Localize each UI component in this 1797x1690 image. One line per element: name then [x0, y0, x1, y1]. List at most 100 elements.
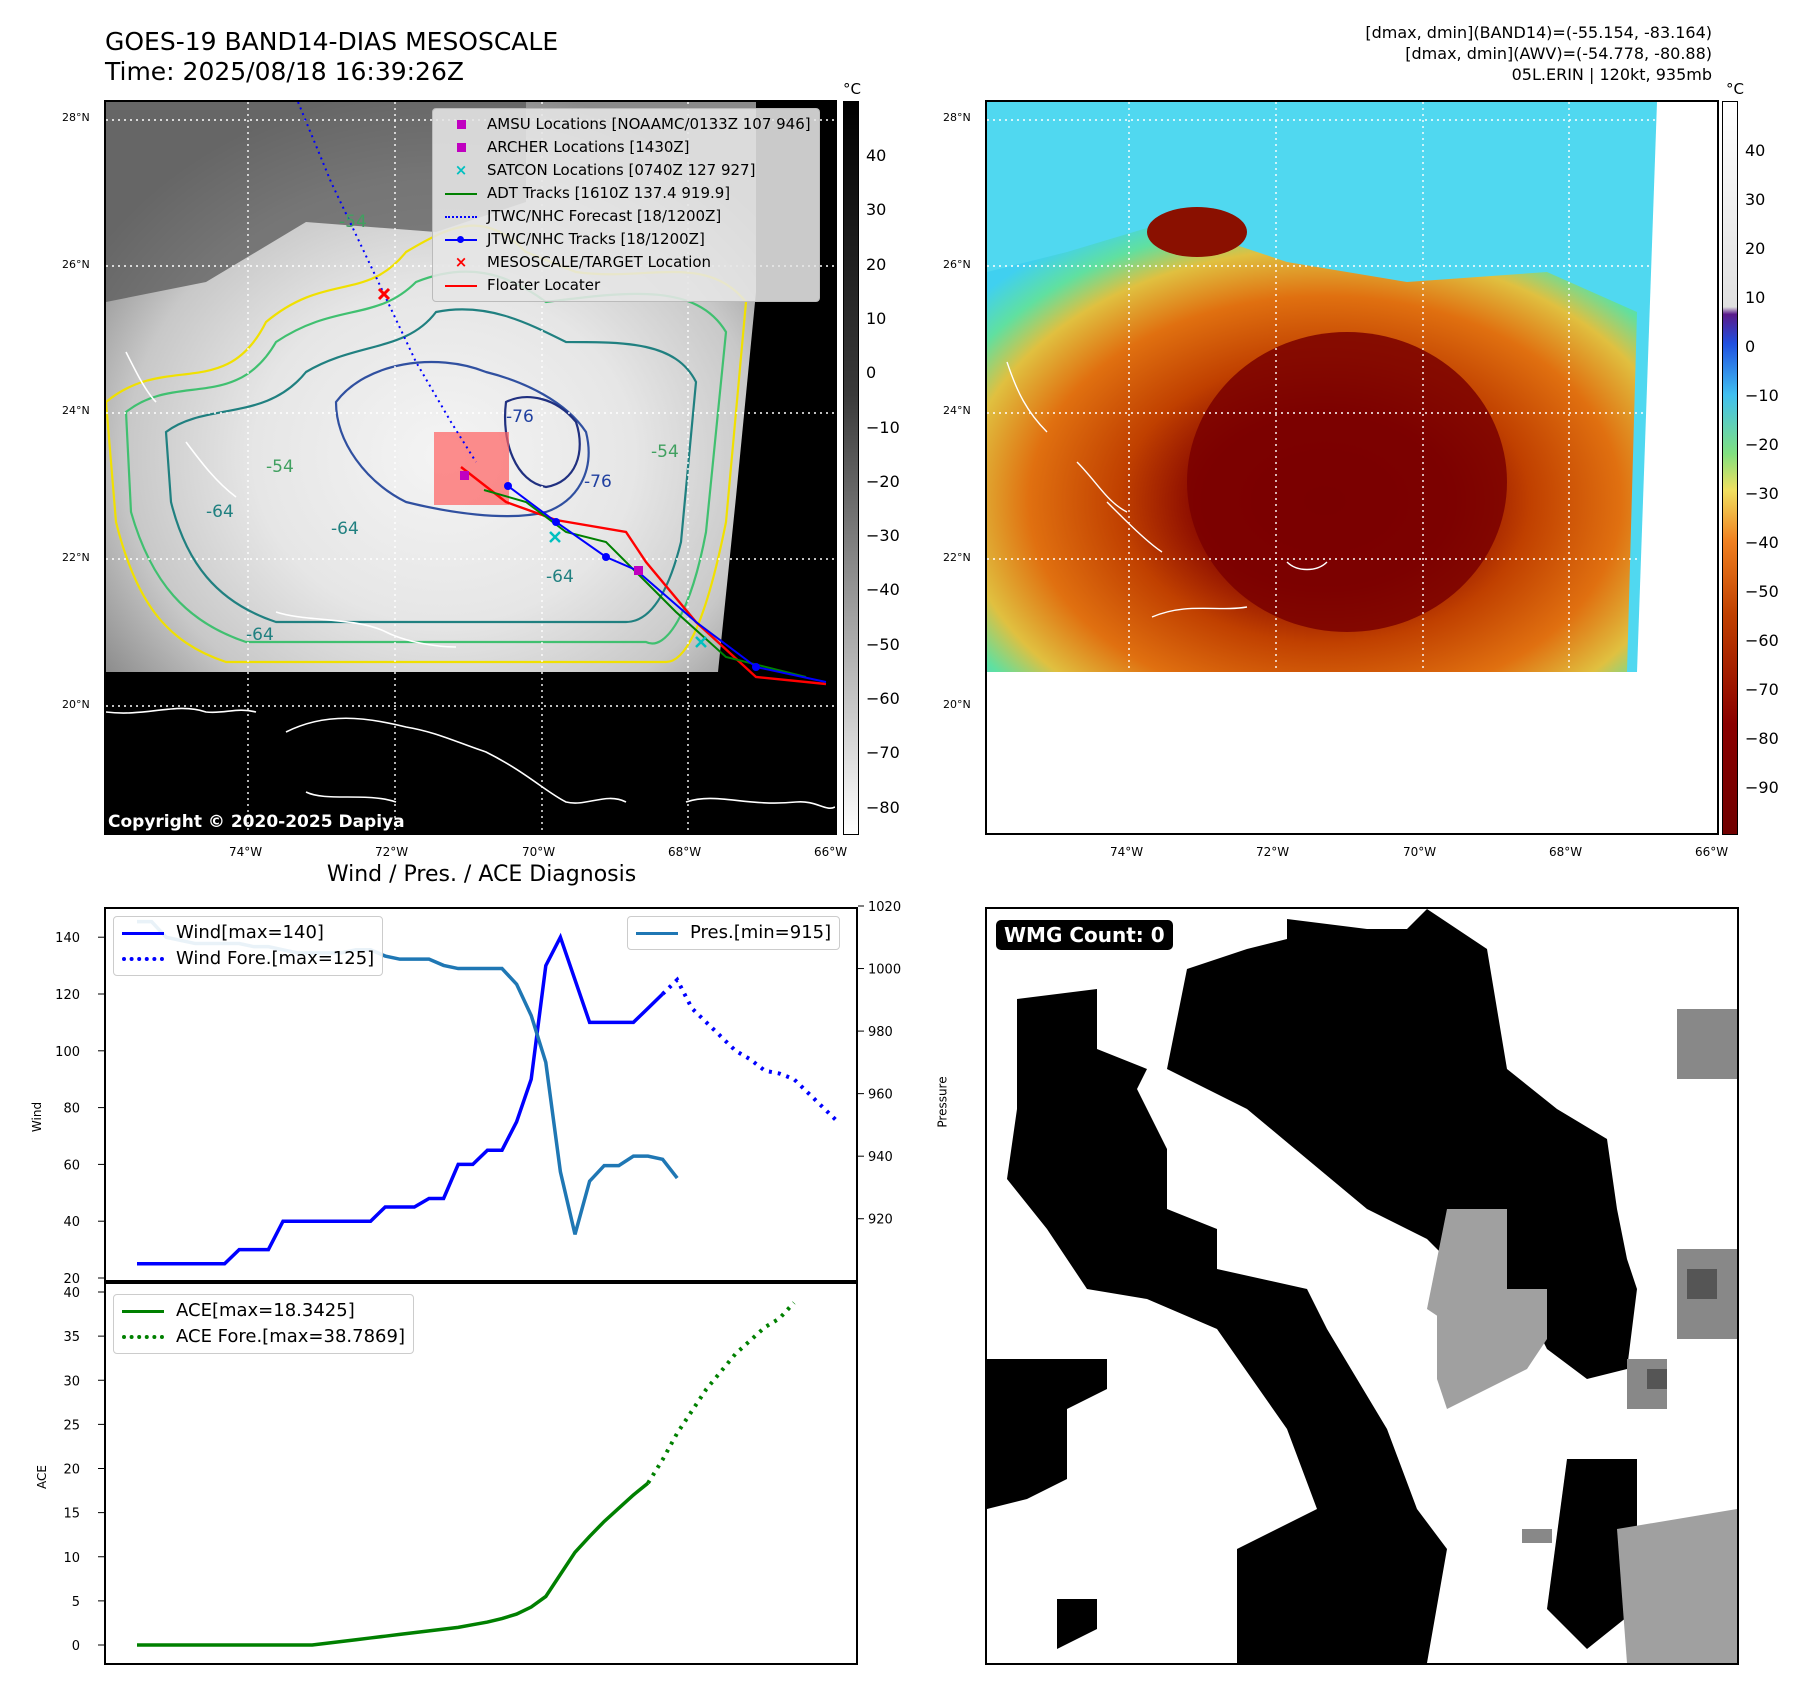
- line-marker-icon: [122, 1309, 164, 1313]
- dotted-line-icon: [122, 957, 164, 961]
- wmg-image: [987, 909, 1737, 1663]
- colorbar-gray: [843, 101, 859, 835]
- wind-forecast-series-line: [661, 976, 840, 1124]
- lat-label: 24°N: [943, 404, 971, 417]
- ace-tick-label: 40: [63, 1286, 80, 1301]
- wmg-count-badge: WMG Count: 0: [996, 920, 1173, 950]
- pressure-tick-label: 1020: [868, 900, 901, 915]
- wind-tick-label: 20: [63, 1272, 80, 1287]
- lon-label: 70°W: [522, 845, 556, 859]
- contour-label: -54: [651, 442, 679, 462]
- lat-label: 20°N: [943, 698, 971, 711]
- ace-tick-label: 0: [72, 1639, 80, 1654]
- square-marker-icon: [456, 143, 466, 152]
- line-marker-icon: [445, 284, 477, 287]
- line-marker-icon: [122, 931, 164, 935]
- wind-axis-label: Wind: [30, 1101, 45, 1133]
- lat-label: 28°N: [943, 111, 971, 124]
- wind-tick-label: 140: [55, 931, 80, 946]
- wind-series-line: [137, 932, 664, 1266]
- lon-label: 72°W: [375, 845, 409, 859]
- ace-legend: ACE[max=18.3425] ACE Fore.[max=38.7869]: [113, 1294, 414, 1354]
- colorbar-color-tick: 20: [1745, 239, 1766, 258]
- contour-label: -76: [506, 407, 534, 427]
- ace-tick-label: 25: [63, 1418, 80, 1433]
- lon-label: 70°W: [1403, 845, 1437, 859]
- pressure-tick-label: 1000: [868, 963, 901, 978]
- ace-tick-label: 20: [63, 1463, 80, 1478]
- legend-item-satcon: × SATCON Locations [0740Z 127 927]: [441, 159, 811, 182]
- x-marker-icon: ×: [454, 161, 468, 179]
- colorbar-gray-tick: 0: [866, 363, 877, 383]
- lat-label: 20°N: [62, 698, 90, 711]
- ace-tick-label: 35: [63, 1330, 80, 1345]
- dotted-line-icon: [445, 215, 477, 218]
- line-marker-icon: [445, 192, 477, 195]
- colorbar-color-tick: −50: [1745, 582, 1779, 601]
- colorbar-gray-tick: 30: [866, 200, 887, 220]
- colorbar-color-tick: −40: [1745, 533, 1779, 552]
- square-marker-icon: [456, 120, 466, 129]
- legend-item-adt: ADT Tracks [1610Z 137.4 919.9]: [441, 182, 811, 205]
- legend-wind-forecast: Wind Fore.[max=125]: [122, 946, 374, 972]
- legend-item-amsu: AMSU Locations [NOAAMC/0133Z 107 946]: [441, 113, 811, 136]
- lon-label: 72°W: [1256, 845, 1290, 859]
- map-legend: AMSU Locations [NOAAMC/0133Z 107 946] AR…: [432, 108, 820, 302]
- figure-title: GOES-19 BAND14-DIAS MESOSCALE: [105, 27, 559, 56]
- lon-label: 66°W: [814, 845, 848, 859]
- contour-label: -64: [246, 625, 274, 645]
- lat-label: 22°N: [943, 551, 971, 564]
- line-marker-icon: [636, 931, 678, 935]
- pressure-tick-label: 960: [868, 1088, 893, 1103]
- ace-tick-label: 15: [63, 1507, 80, 1522]
- lon-label: 68°W: [668, 845, 702, 859]
- contour-label: -76: [584, 472, 612, 492]
- legend-wind: Wind[max=140]: [122, 920, 374, 946]
- wind-tick-label: 120: [55, 988, 80, 1003]
- contour-label: -64: [546, 567, 574, 587]
- colorbar-color-tick: 10: [1745, 288, 1766, 307]
- colorbar-color-tick: −30: [1745, 484, 1779, 503]
- colorbar-color-tick: −60: [1745, 631, 1779, 650]
- colorbar-gray-tick: 20: [866, 254, 887, 274]
- wind-legend: Wind[max=140] Wind Fore.[max=125]: [113, 916, 384, 976]
- colorbar-gray-tick: −10: [866, 417, 900, 437]
- colorbar-gray-tick: −60: [866, 689, 900, 708]
- colorbar-color-unit: °C: [1726, 80, 1744, 98]
- legend-item-forecast: JTWC/NHC Forecast [18/1200Z]: [441, 205, 811, 228]
- colorbar-gray-tick: −50: [866, 634, 900, 654]
- lon-label: 68°W: [1549, 845, 1583, 859]
- pressure-legend: Pres.[min=915]: [627, 916, 841, 950]
- colorbar-color-tick: −90: [1745, 778, 1779, 797]
- wind-tick-label: 100: [55, 1045, 80, 1060]
- lat-label: 26°N: [943, 258, 971, 271]
- lon-label: 74°W: [1110, 845, 1144, 859]
- colorbar-color-tick: −10: [1745, 386, 1779, 405]
- contour-label: -64: [206, 502, 234, 522]
- legend-ace: ACE[max=18.3425]: [122, 1298, 405, 1324]
- colorbar-color-tick: −20: [1745, 435, 1779, 454]
- stats-band14: [dmax, dmin](BAND14)=(-55.154, -83.164): [1365, 23, 1712, 42]
- pressure-tick-label: 980: [868, 1025, 893, 1040]
- ace-tick-label: 5: [72, 1595, 80, 1610]
- colorbar-gray-tick: −40: [866, 580, 900, 600]
- legend-pressure: Pres.[min=915]: [636, 920, 831, 946]
- wind-tick-label: 80: [63, 1102, 80, 1117]
- ace-series-line: [137, 1481, 650, 1647]
- stats-awv: [dmax, dmin](AWV)=(-54.778, -80.88): [1405, 44, 1712, 63]
- colorbar-color-tick: −70: [1745, 680, 1779, 699]
- wind-tick-label: 60: [63, 1158, 80, 1173]
- lat-label: 28°N: [62, 111, 90, 124]
- ace-forecast-series-line: [646, 1301, 796, 1485]
- lat-label: 22°N: [62, 551, 90, 564]
- pressure-tick-label: 920: [868, 1213, 893, 1228]
- legend-item-archer: ARCHER Locations [1430Z]: [441, 136, 811, 159]
- colorbar-gray-tick: −20: [866, 471, 900, 491]
- colorbar-color-tick: −80: [1745, 729, 1779, 748]
- colorbar-color-tick: 0: [1745, 337, 1756, 356]
- ace-axis-label: ACE: [34, 1465, 49, 1489]
- awv-map-panel: [985, 100, 1719, 835]
- colorbar-gray-tick: −70: [866, 743, 900, 763]
- storm-info: 05L.ERIN | 120kt, 935mb: [1511, 65, 1712, 84]
